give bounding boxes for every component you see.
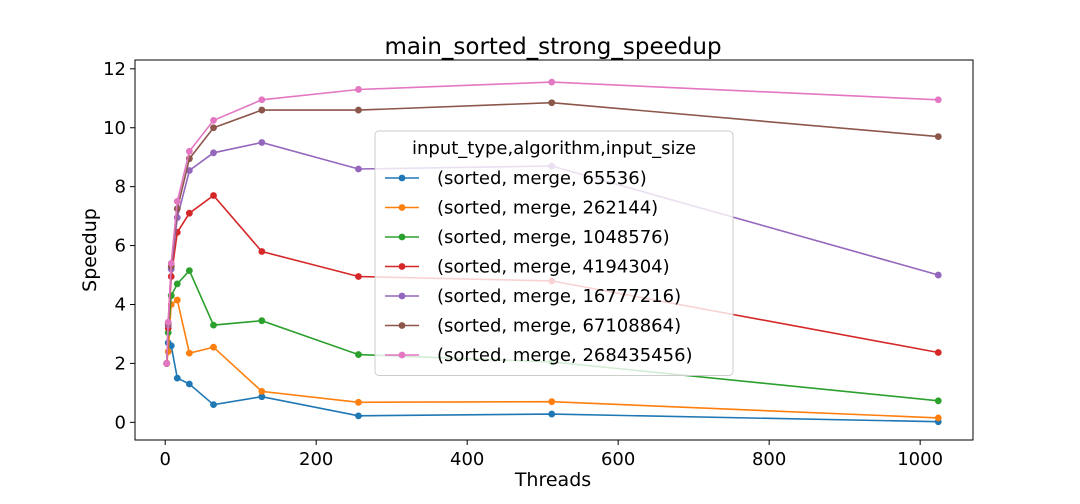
legend-item: (sorted, merge, 268435456) — [385, 345, 693, 366]
x-tick-label: 800 — [752, 449, 786, 470]
data-point — [173, 374, 181, 382]
data-point — [164, 348, 172, 356]
data-point — [210, 321, 217, 329]
y-tick-label: 6 — [115, 236, 126, 257]
data-point — [258, 96, 266, 104]
data-point — [185, 380, 193, 388]
data-point — [210, 116, 217, 124]
plot-area — [163, 78, 942, 426]
data-point — [210, 124, 217, 132]
data-point — [355, 351, 362, 358]
legend-item: (sorted, merge, 1048576) — [385, 227, 670, 248]
x-tick-label: 400 — [450, 449, 484, 470]
x-axis: 0 200 400 600 800 1000 — [159, 440, 943, 470]
legend-marker — [398, 233, 406, 241]
y-tick-label: 2 — [115, 353, 126, 374]
legend-title: input_type,algorithm,input_size — [412, 138, 696, 159]
data-point — [355, 398, 362, 406]
legend-label: (sorted, merge, 268435456) — [437, 345, 693, 366]
data-point — [185, 267, 193, 275]
legend-marker — [398, 322, 406, 329]
legend-label: (sorted, merge, 16777216) — [437, 286, 681, 307]
x-tick-label: 0 — [159, 449, 170, 470]
data-point — [934, 96, 942, 104]
data-point — [934, 349, 942, 356]
data-point — [258, 393, 266, 401]
data-point — [258, 106, 266, 114]
legend-box — [374, 130, 734, 376]
data-point — [167, 342, 175, 350]
y-tick-label: 12 — [103, 59, 126, 80]
y-tick-label: 4 — [115, 294, 126, 315]
legend-marker — [398, 174, 406, 182]
data-point — [173, 280, 181, 288]
data-point — [934, 414, 942, 422]
legend-item: (sorted, merge, 67108864) — [385, 316, 681, 337]
chart-title: main_sorted_strong_speedup — [384, 34, 721, 60]
legend-item: (sorted, merge, 65536) — [385, 168, 647, 189]
series-line — [165, 81, 939, 364]
data-point — [185, 209, 193, 217]
data-point — [258, 317, 266, 325]
series-6 — [163, 78, 942, 367]
legend-marker — [398, 204, 406, 211]
data-point — [934, 397, 942, 405]
data-point — [167, 259, 175, 267]
y-tick-label: 10 — [103, 118, 126, 139]
data-point — [548, 78, 556, 86]
legend: input_type,algorithm,input_size (sorted, … — [374, 130, 734, 376]
legend-marker — [398, 292, 406, 300]
data-point — [355, 273, 362, 280]
data-point — [210, 192, 217, 199]
legend-label: (sorted, merge, 67108864) — [437, 316, 681, 337]
data-point — [164, 318, 172, 326]
data-point — [258, 139, 266, 146]
y-tick-label: 8 — [115, 177, 126, 198]
data-point — [258, 248, 266, 255]
series-0 — [163, 339, 942, 426]
legend-label: (sorted, merge, 65536) — [437, 168, 647, 189]
data-point — [258, 387, 266, 395]
legend-marker — [398, 351, 406, 359]
legend-label: (sorted, merge, 262144) — [437, 198, 658, 219]
legend-item: (sorted, merge, 16777216) — [385, 286, 681, 307]
data-point — [355, 412, 362, 420]
data-point — [548, 99, 556, 107]
x-axis-label: Threads — [514, 469, 591, 491]
data-point — [173, 296, 181, 304]
legend-label: (sorted, merge, 1048576) — [437, 227, 670, 248]
data-point — [355, 165, 362, 173]
data-point — [355, 106, 362, 114]
data-point — [355, 86, 362, 93]
data-point — [934, 133, 942, 140]
y-tick-label: 0 — [115, 412, 126, 433]
data-point — [185, 147, 193, 155]
data-point — [548, 410, 556, 418]
data-point — [173, 197, 181, 205]
data-point — [548, 398, 556, 406]
data-point — [934, 271, 942, 279]
legend-label: (sorted, merge, 4194304) — [437, 257, 670, 278]
data-point — [185, 349, 193, 357]
data-point — [163, 360, 171, 367]
x-tick-label: 1000 — [897, 449, 943, 470]
x-tick-label: 200 — [299, 449, 333, 470]
data-point — [210, 149, 217, 157]
legend-item: (sorted, merge, 4194304) — [385, 257, 670, 278]
legend-marker — [398, 263, 406, 270]
data-point — [210, 401, 217, 409]
data-point — [210, 343, 217, 351]
y-axis-label: Speedup — [79, 208, 101, 292]
plot-frame — [134, 59, 974, 441]
x-tick-label: 600 — [601, 449, 635, 470]
legend-item: (sorted, merge, 262144) — [385, 198, 658, 219]
y-axis: 0 2 4 6 8 10 12 — [103, 59, 135, 433]
